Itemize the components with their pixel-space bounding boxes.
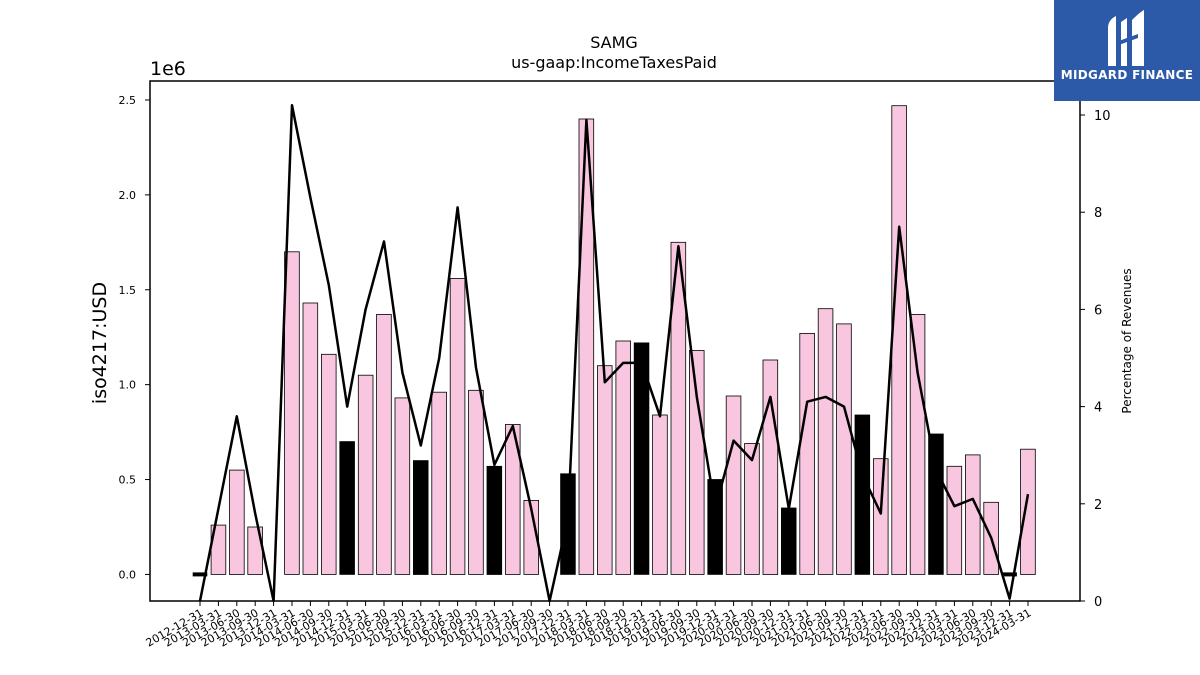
- bar: [284, 251, 300, 575]
- midgard-logo-icon: [1108, 10, 1144, 66]
- bar: [468, 389, 484, 575]
- bar: [431, 391, 447, 575]
- y-tick-label: 1.0: [119, 379, 137, 392]
- y2-tick-label: 8: [1094, 206, 1102, 221]
- y2-tick-label: 10: [1094, 109, 1111, 124]
- bar: [946, 465, 963, 575]
- bar: [504, 424, 521, 575]
- bar: [1020, 448, 1036, 575]
- bar: [229, 469, 245, 575]
- bar: [376, 313, 392, 575]
- bar: [762, 359, 779, 575]
- bar: [670, 241, 687, 575]
- bar: [799, 332, 815, 575]
- bar: [836, 323, 852, 575]
- bar: [320, 353, 337, 575]
- y2-tick-label: 2: [1094, 498, 1102, 513]
- bar: [689, 350, 705, 575]
- y-tick-label: 0.5: [119, 474, 137, 487]
- logo-text: MIDGARD FINANCE: [1060, 68, 1194, 82]
- brand-logo: MIDGARD FINANCE: [1054, 0, 1200, 101]
- bar: [633, 342, 650, 575]
- y2-tick-label: 0: [1094, 595, 1102, 610]
- x-axis-ticks: 2012-12-312013-03-312013-06-302013-09-30…: [144, 601, 1034, 650]
- bar: [909, 313, 926, 575]
- y2-tick-label: 6: [1094, 303, 1102, 318]
- bar: [817, 308, 834, 575]
- bar: [744, 443, 760, 575]
- bar: [873, 458, 889, 575]
- bar: [523, 499, 540, 575]
- y-tick-label: 1.5: [119, 284, 137, 297]
- bar: [615, 340, 632, 575]
- bar: [891, 105, 907, 575]
- bar: [928, 433, 944, 575]
- y-axis-label: iso4217:USD: [89, 282, 111, 404]
- bar: [652, 414, 668, 575]
- bar: [725, 395, 742, 575]
- chart-title: SAMG: [590, 33, 638, 52]
- plot-frame: [149, 80, 1081, 602]
- bar: [302, 302, 319, 575]
- bar: [486, 465, 503, 575]
- bar: [965, 454, 981, 575]
- bar: [339, 441, 355, 575]
- bar: [707, 479, 723, 575]
- bar: [854, 414, 871, 575]
- y-tick-label: 2.5: [119, 94, 137, 107]
- bar: [394, 397, 411, 575]
- chart-subtitle: us-gaap:IncomeTaxesPaid: [511, 53, 717, 72]
- bar: [781, 507, 797, 575]
- y2-tick-label: 4: [1094, 401, 1102, 416]
- y-multiplier-label: 1e6: [150, 58, 186, 80]
- y2-axis-ticks: 0 2 4 6 8 10: [1080, 109, 1111, 610]
- y-tick-label: 0.0: [119, 568, 137, 581]
- y2-axis-label: Percentage of Revenues: [1120, 268, 1134, 413]
- bar: [357, 374, 374, 575]
- line-layer: [198, 104, 1030, 603]
- bar: [449, 277, 466, 575]
- bar: [597, 365, 613, 575]
- y-axis-ticks: 0.0 0.5 1.0 1.5 2.0 2.5: [119, 94, 150, 581]
- y-tick-label: 2.0: [119, 189, 137, 202]
- bar: [412, 460, 429, 575]
- percentage-line: [198, 104, 1030, 603]
- bars-layer: [192, 105, 1036, 577]
